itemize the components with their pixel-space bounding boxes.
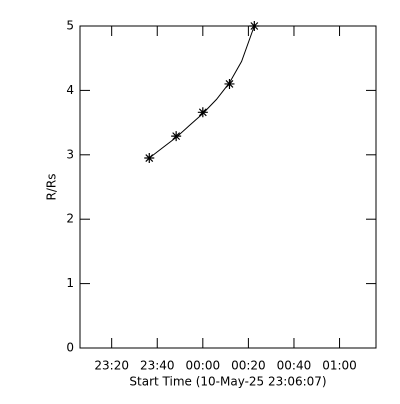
x-tick-label: 23:40: [140, 359, 175, 373]
x-tick-label: 00:20: [231, 359, 266, 373]
x-axis-label: Start Time (10-May-25 23:06:07): [129, 375, 326, 389]
y-tick-label: 4: [66, 83, 74, 97]
data-point: [224, 78, 235, 89]
data-point: [249, 21, 260, 31]
y-axis-label: R/Rs: [45, 174, 59, 201]
x-tick-label: 01:00: [322, 359, 357, 373]
y-tick-label: 0: [66, 341, 74, 355]
x-tick-label: 00:00: [186, 359, 221, 373]
data-point: [197, 107, 208, 118]
y-tick-label: 2: [66, 212, 74, 226]
data-point: [144, 153, 155, 164]
y-tick-label: 5: [66, 19, 74, 33]
data-point: [171, 131, 182, 142]
x-tick-label: 23:20: [94, 359, 129, 373]
plot-frame: [79, 25, 377, 349]
y-tick-label: 3: [66, 147, 74, 161]
y-tick-label: 1: [66, 276, 74, 290]
x-tick-label: 00:40: [277, 359, 312, 373]
